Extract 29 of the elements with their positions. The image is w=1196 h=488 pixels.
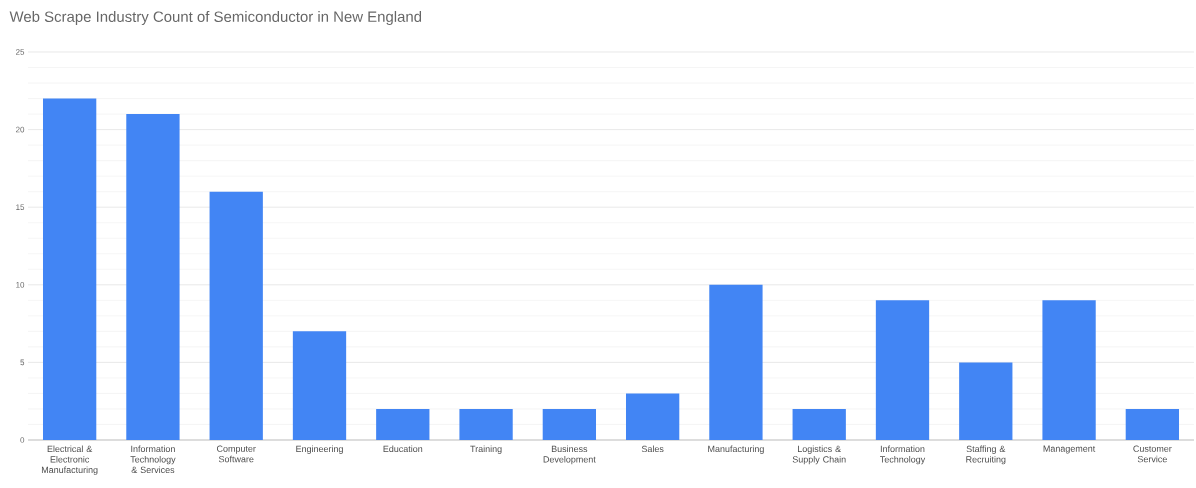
x-tick-label: Training [470,445,502,454]
bar [709,284,763,440]
x-tick-label: Staffing & Recruiting [966,445,1006,465]
x-tick-label: Electrical & Electronic Manufacturing [41,445,98,475]
x-tick-label: Logistics & Supply Chain [792,445,846,465]
bar [875,300,930,440]
bar [542,408,597,440]
x-tick-label: Business Development [543,445,596,465]
x-tick-label: Education [383,445,423,453]
x-tick-label: Manufacturing [708,445,764,454]
bar [1125,408,1180,440]
bar [459,408,513,440]
bar [292,331,347,440]
chart-title: Web Scrape Industry Count of Semiconductor in New England [9,11,422,25]
bar [625,393,680,440]
x-tick-label: Computer Software [216,445,256,463]
bar [959,362,1013,440]
x-tick-label: Engineering [296,445,343,454]
bar [792,408,846,440]
bar [126,114,180,440]
bar [1042,300,1096,440]
x-tick-label: Information Technology & Services [130,445,176,474]
x-tick-label: Sales [641,445,664,453]
bar [376,408,430,440]
bar [209,191,263,440]
x-tick-label: Management [1043,445,1096,454]
x-tick-label: Information Technology [880,445,926,465]
x-tick-label: Customer Service [1133,445,1172,463]
bar [42,98,97,440]
